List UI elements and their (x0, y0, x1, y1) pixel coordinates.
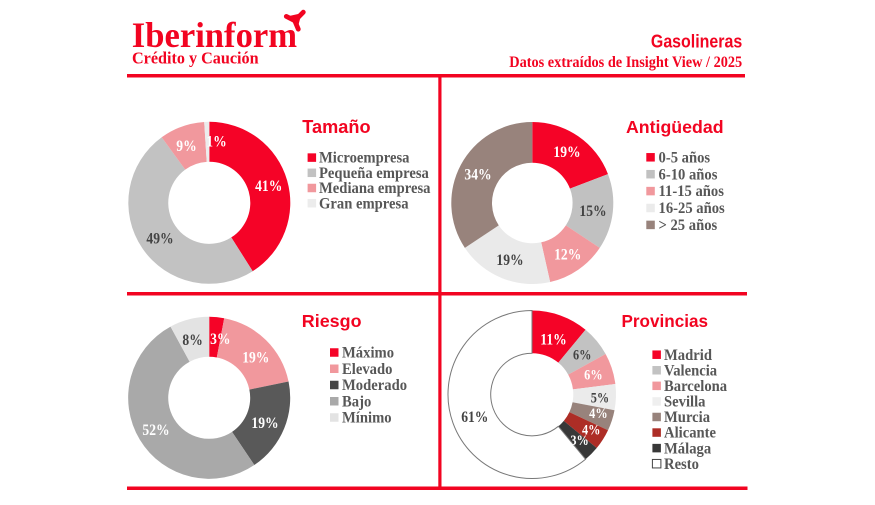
svg-text:52%: 52% (142, 422, 169, 439)
svg-text:Alicante: Alicante (664, 425, 716, 441)
svg-text:5%: 5% (591, 389, 609, 405)
svg-text:Crédito y Caución: Crédito y Caución (132, 48, 259, 67)
svg-text:Valencia: Valencia (664, 363, 718, 379)
svg-text:19%: 19% (496, 252, 523, 269)
svg-text:0-5 años: 0-5 años (659, 150, 711, 166)
svg-text:Sevilla: Sevilla (664, 394, 706, 410)
svg-text:8%: 8% (182, 332, 202, 349)
svg-text:> 25 años: > 25 años (659, 218, 718, 234)
svg-text:Elevado: Elevado (342, 362, 392, 378)
svg-text:Antigüedad: Antigüedad (626, 117, 724, 137)
svg-text:15%: 15% (579, 203, 606, 220)
svg-text:34%: 34% (464, 166, 491, 183)
svg-text:4%: 4% (582, 421, 600, 437)
svg-text:11-15 años: 11-15 años (659, 184, 725, 200)
svg-text:Madrid: Madrid (664, 347, 713, 363)
svg-text:6%: 6% (584, 366, 602, 382)
svg-text:11%: 11% (540, 332, 566, 349)
svg-text:Barcelona: Barcelona (664, 379, 728, 395)
svg-text:Gran empresa: Gran empresa (319, 196, 409, 212)
svg-text:Provincias: Provincias (622, 311, 709, 331)
svg-text:4%: 4% (589, 405, 607, 421)
svg-text:Resto: Resto (664, 456, 699, 472)
svg-text:Tamaño: Tamaño (302, 117, 370, 137)
svg-text:Iberinform: Iberinform (132, 15, 297, 55)
svg-text:Microempresa: Microempresa (319, 150, 410, 166)
svg-text:Bajo: Bajo (342, 394, 371, 410)
svg-text:Murcia: Murcia (664, 410, 711, 426)
svg-text:Riesgo: Riesgo (302, 311, 362, 331)
svg-text:Moderado: Moderado (342, 378, 407, 394)
svg-text:3%: 3% (570, 432, 588, 448)
svg-text:6%: 6% (573, 346, 591, 362)
svg-text:3%: 3% (210, 331, 230, 348)
svg-text:49%: 49% (146, 230, 173, 247)
svg-text:Gasolineras: Gasolineras (651, 30, 742, 51)
svg-text:Mediana empresa: Mediana empresa (319, 181, 431, 197)
svg-text:Máximo: Máximo (342, 345, 394, 361)
svg-text:16-25 años: 16-25 años (659, 201, 725, 217)
svg-text:Datos extraídos de Insight Vie: Datos extraídos de Insight View / 2025 (509, 53, 742, 71)
svg-text:Pequeña empresa: Pequeña empresa (319, 166, 429, 182)
svg-text:1%: 1% (206, 134, 226, 151)
svg-text:41%: 41% (255, 178, 282, 195)
svg-text:12%: 12% (554, 246, 581, 263)
svg-text:6-10 años: 6-10 años (659, 167, 718, 183)
svg-text:61%: 61% (461, 409, 488, 426)
svg-text:9%: 9% (176, 138, 196, 155)
svg-text:19%: 19% (251, 415, 278, 432)
svg-text:19%: 19% (553, 144, 580, 161)
svg-text:19%: 19% (242, 350, 269, 367)
svg-text:Málaga: Málaga (664, 441, 712, 457)
svg-text:Mínimo: Mínimo (342, 410, 392, 426)
